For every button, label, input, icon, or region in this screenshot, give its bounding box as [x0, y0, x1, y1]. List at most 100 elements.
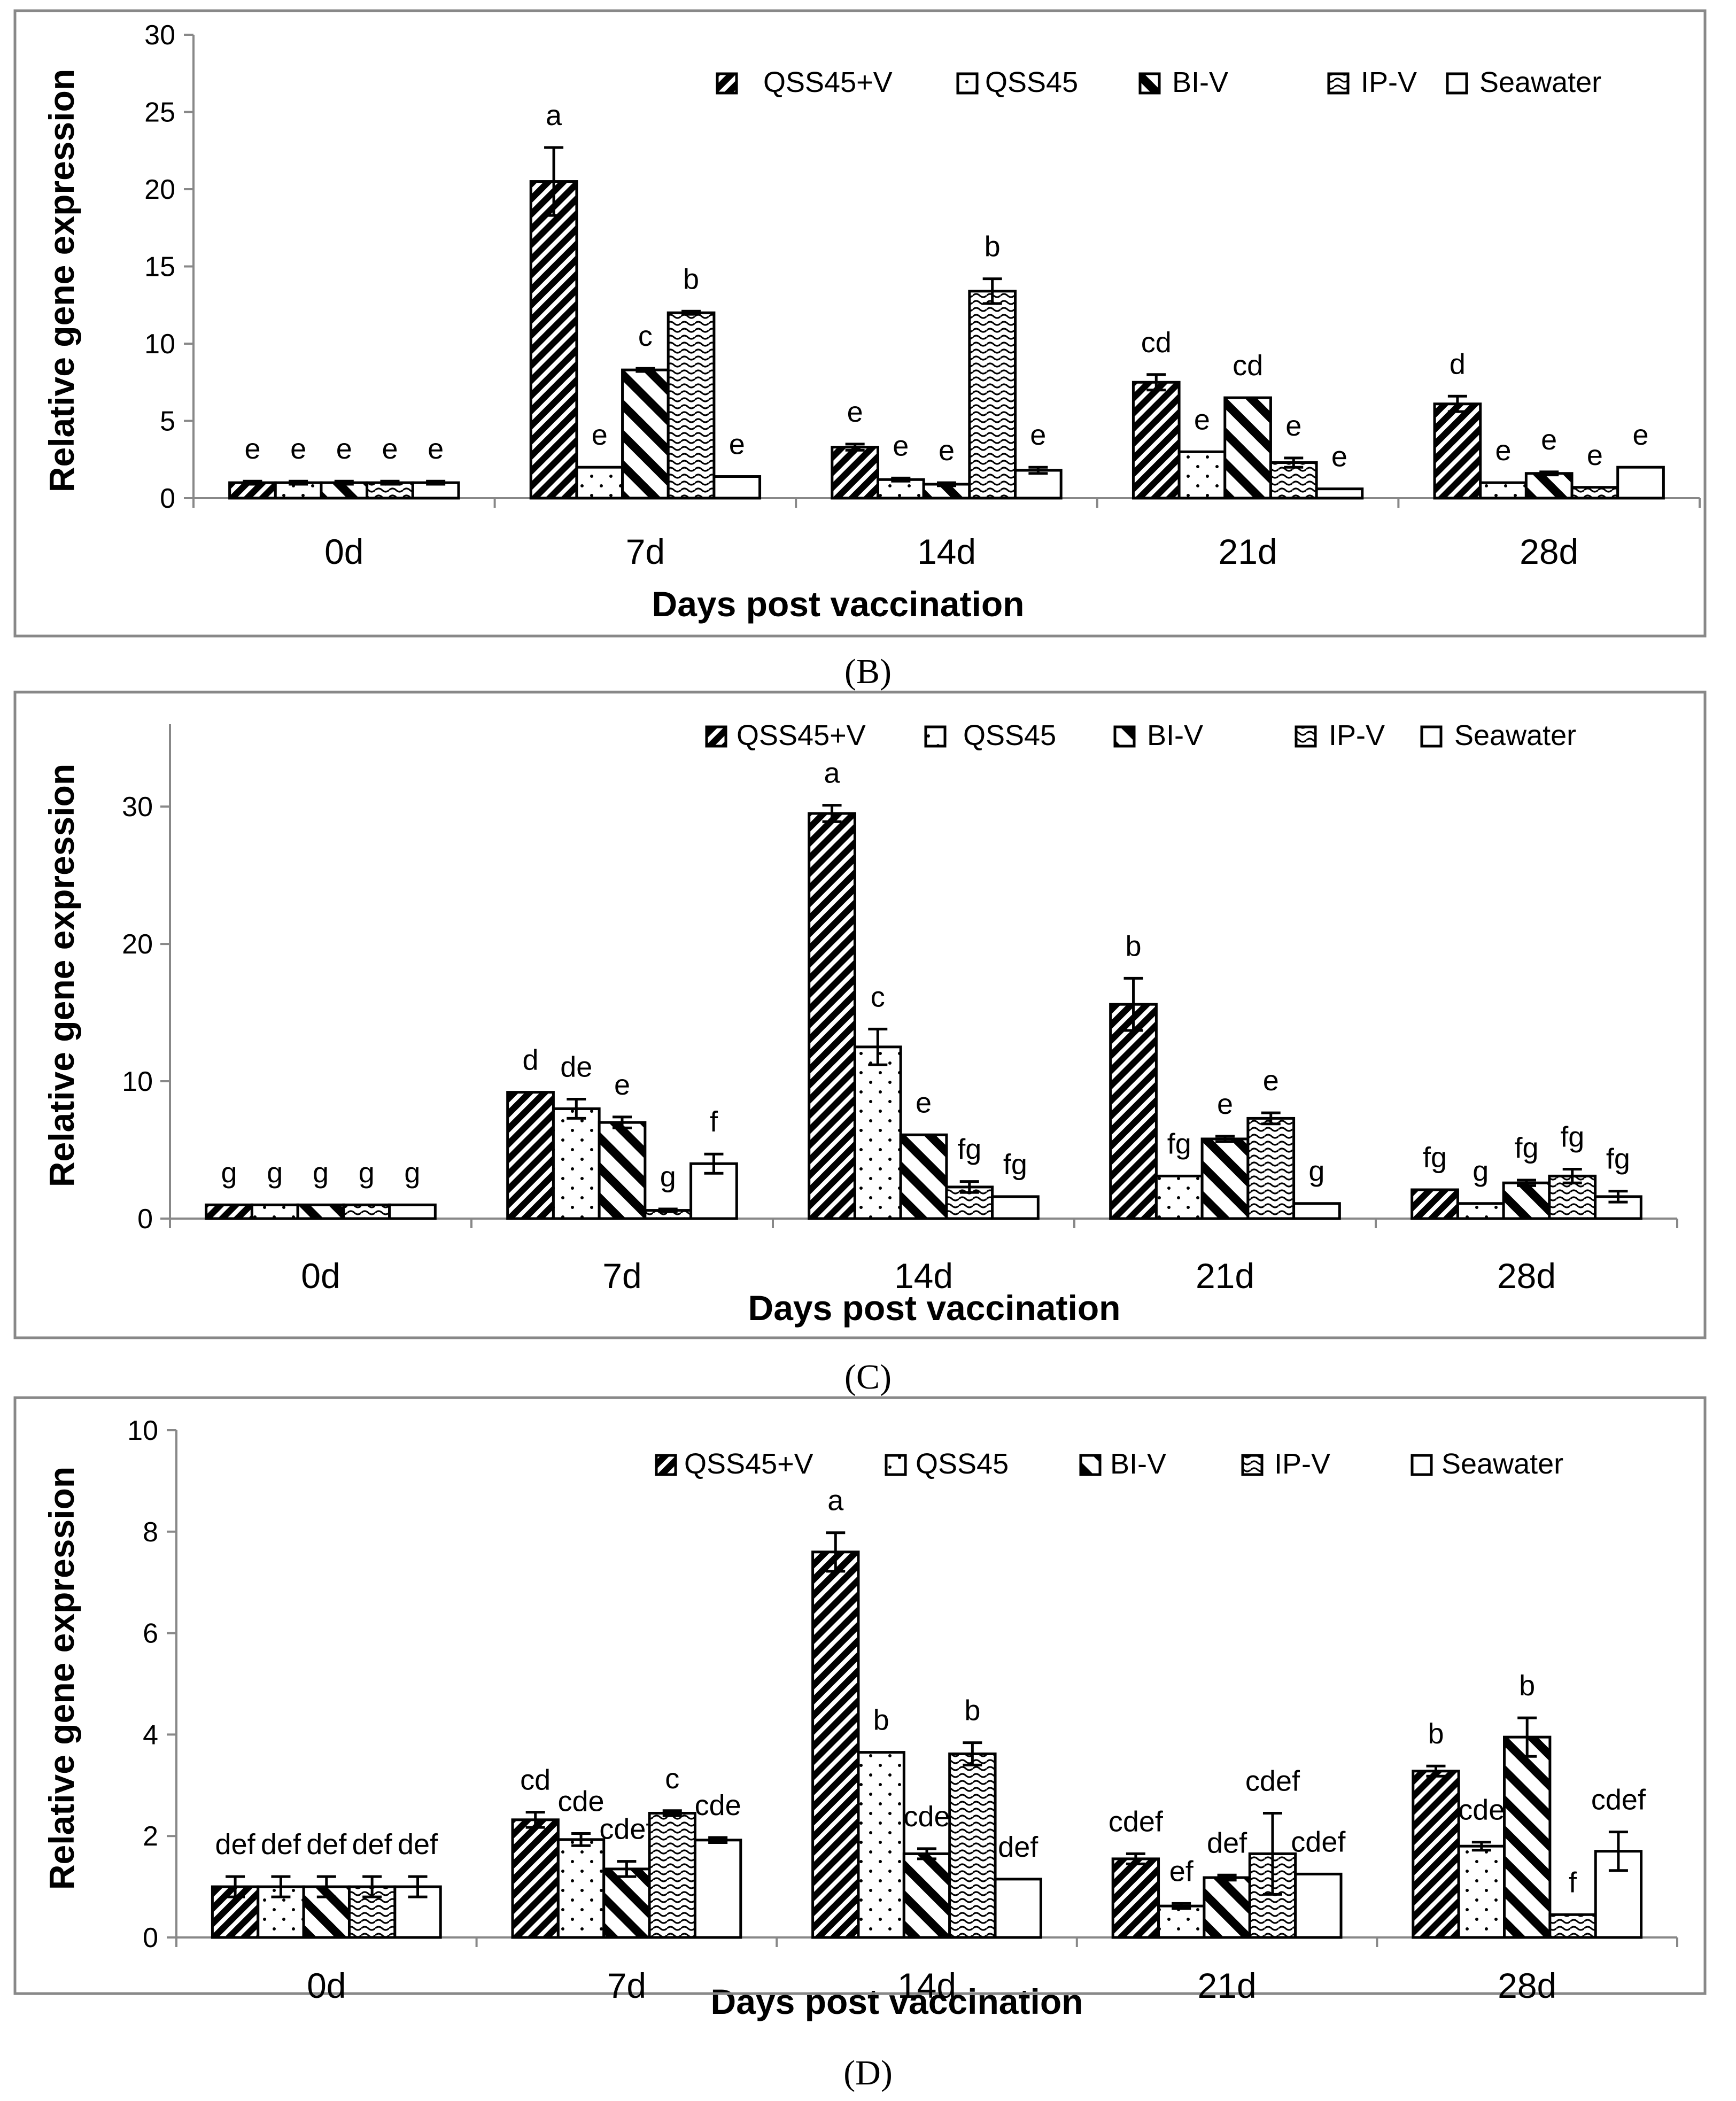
significance-label: g: [1472, 1156, 1489, 1188]
legend-label-qss45: QSS45: [916, 1448, 1009, 1480]
legend-c: QSS45+V QSS45 BI-V IP-V Seawater: [705, 719, 1576, 751]
bar-bi-v-28d: [1502, 1181, 1551, 1220]
significance-label: c: [665, 1763, 679, 1795]
significance-label: e: [382, 433, 398, 465]
significance-label: def: [998, 1831, 1038, 1863]
bar-qss45v-28d: [1412, 1770, 1460, 1939]
legend-swatch-bi-v: [1113, 725, 1136, 748]
legend-swatch-seawater: [1446, 72, 1468, 95]
bar-seawater-21d: [1315, 487, 1364, 500]
bar-qss45-7d: [552, 1107, 601, 1220]
y-axis-label-c: Relative gene expression: [42, 764, 81, 1187]
significance-label: cd: [1141, 327, 1172, 359]
bar-qss45-0d: [250, 1203, 299, 1220]
significance-label: b: [873, 1704, 889, 1736]
bar-qss45-21d: [1157, 1904, 1206, 1939]
legend-label-qss45v: QSS45+V: [737, 719, 866, 751]
bar-ip-v-7d: [666, 311, 716, 500]
significance-label: cdef: [1245, 1765, 1300, 1797]
significance-label: g: [660, 1161, 676, 1193]
y-tick-label: 30: [144, 20, 175, 51]
bar-bi-v-7d: [598, 1121, 647, 1220]
bar-bi-v-21d: [1203, 1876, 1251, 1939]
bar-qss45-28d: [1479, 481, 1528, 500]
significance-label: b: [964, 1695, 980, 1727]
y-axis-label-b: Relative gene expression: [42, 69, 81, 492]
legend-swatch-qss45v: [705, 725, 727, 748]
category-label-21d: 21d: [1198, 1966, 1257, 2005]
legend-swatch-qss45v: [655, 1454, 677, 1476]
legend-swatch-bi-v: [1138, 72, 1161, 95]
bar-qss45v-28d: [1410, 1188, 1459, 1220]
significance-label: b: [1428, 1718, 1444, 1750]
significance-label: g: [359, 1157, 375, 1189]
bar-ip-v-14d: [948, 1752, 997, 1939]
legend-swatch-bi-v: [1079, 1454, 1102, 1476]
bar-ip-v-7d: [648, 1811, 696, 1939]
bar-bi-v-21d: [1223, 396, 1272, 500]
category-label-7d: 7d: [602, 1256, 641, 1296]
category-label-0d: 0d: [324, 532, 363, 571]
y-axis-label-d: Relative gene expression: [42, 1467, 81, 1890]
legend-label-qss45: QSS45: [963, 719, 1056, 751]
legend-swatch-ip-v: [1327, 72, 1350, 95]
significance-label: b: [1126, 930, 1142, 962]
bar-ip-v-21d: [1246, 1117, 1296, 1220]
significance-label: b: [1519, 1670, 1535, 1702]
legend-b: QSS45+V QSS45 BI-V IP-V Seawater: [716, 66, 1601, 98]
legend-swatch-ip-v: [1241, 1454, 1264, 1476]
significance-label: e: [1495, 435, 1512, 467]
bar-seawater-7d: [712, 475, 762, 500]
bar-bi-v-14d: [899, 1133, 948, 1220]
x-axis-label-c: Days post vaccination: [748, 1288, 1121, 1328]
y-tick-label: 4: [143, 1719, 158, 1750]
significance-label: e: [592, 419, 608, 451]
bar-qss45-7d: [575, 466, 624, 500]
significance-label: g: [221, 1157, 237, 1189]
significance-label: f: [1569, 1866, 1577, 1898]
significance-label: def: [215, 1828, 256, 1860]
category-label-14d: 14d: [917, 532, 976, 571]
legend-label-qss45v: QSS45+V: [684, 1448, 813, 1480]
y-tick-label: 10: [127, 1415, 158, 1446]
category-label-0d: 0d: [307, 1966, 346, 2005]
panel-caption-c: (C): [844, 1358, 892, 1397]
significance-label: g: [404, 1157, 420, 1189]
bar-ip-v-0d: [342, 1203, 391, 1220]
legend-label-qss45v: QSS45+V: [763, 66, 893, 98]
significance-label: b: [985, 231, 1001, 263]
significance-label: cdef: [599, 1813, 654, 1846]
significance-label: e: [614, 1069, 630, 1101]
bar-bi-v-14d: [902, 1852, 951, 1939]
significance-label: e: [428, 433, 444, 465]
significance-label: g: [267, 1157, 283, 1189]
significance-label: cdef: [1591, 1784, 1646, 1816]
significance-label: d: [523, 1044, 539, 1076]
significance-label: c: [638, 320, 653, 352]
significance-label: e: [290, 433, 306, 465]
bar-qss45-28d: [1456, 1202, 1505, 1220]
bar-ip-v-28d: [1548, 1913, 1597, 1939]
category-label-28d: 28d: [1520, 532, 1578, 571]
significance-label: c: [871, 981, 885, 1013]
legend-d: QSS45+V QSS45 BI-V IP-V Seawater: [655, 1448, 1563, 1480]
bar-qss45-21d: [1154, 1174, 1204, 1220]
legend-label-bi-v: BI-V: [1172, 66, 1228, 98]
significance-label: e: [1587, 439, 1603, 471]
legend-label-ip-v: IP-V: [1329, 719, 1385, 751]
significance-label: cde: [557, 1785, 604, 1817]
significance-label: def: [352, 1828, 393, 1860]
legend-label-bi-v: BI-V: [1110, 1448, 1166, 1480]
significance-label: e: [336, 433, 352, 465]
bar-qss45-7d: [556, 1838, 606, 1939]
category-label-28d: 28d: [1498, 1966, 1556, 2005]
significance-label: g: [313, 1157, 329, 1189]
significance-label: fg: [1560, 1121, 1584, 1153]
y-tick-label: 10: [122, 1066, 153, 1097]
legend-label-ip-v: IP-V: [1361, 66, 1417, 98]
significance-label: e: [1541, 424, 1557, 456]
bar-bi-v-28d: [1524, 472, 1574, 500]
